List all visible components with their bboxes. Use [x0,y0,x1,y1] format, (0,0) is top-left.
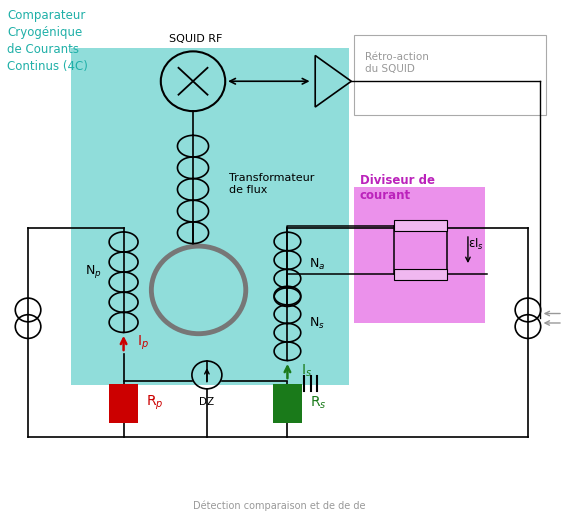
Bar [394,268,447,280]
Text: SQUID RF: SQUID RF [169,34,222,44]
Text: Rétro-action
du SQUID: Rétro-action du SQUID [365,52,429,74]
Text: DZ: DZ [199,397,215,407]
Text: N$_s$: N$_s$ [309,316,324,331]
Text: I$_s$: I$_s$ [301,363,312,379]
Text: εI$_s$: εI$_s$ [468,237,484,252]
Text: R$_s$: R$_s$ [310,395,327,411]
Text: I$_p$: I$_p$ [137,334,149,352]
Bar [354,187,485,323]
Bar [109,384,138,423]
Text: N$_a$: N$_a$ [309,256,325,272]
Text: Diviseur de
courant: Diviseur de courant [360,174,435,202]
Text: Comparateur
Cryogénique
de Courants
Continus (4C): Comparateur Cryogénique de Courants Cont… [7,9,88,73]
Text: R$_p$: R$_p$ [146,394,164,412]
Bar [354,35,546,115]
Bar [273,384,302,423]
Text: Détection comparaison et de de de: Détection comparaison et de de de [193,501,365,511]
Bar [394,220,447,232]
Bar [71,48,348,385]
Text: Transformateur
de flux: Transformateur de flux [229,174,315,195]
Text: N$_p$: N$_p$ [85,263,101,280]
